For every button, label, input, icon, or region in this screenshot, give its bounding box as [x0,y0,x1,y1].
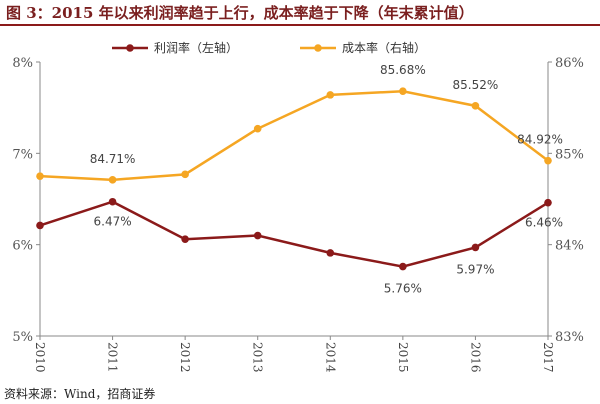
cost-rate-point [471,102,480,110]
cost-rate-line [39,89,549,182]
cost-rate-point [36,172,44,180]
profit-rate-point [36,221,44,230]
chart-data-labels: 6.47% 5.76% 5.97% 6.46% 84.71% 85.68% 85.52% 84… [90,63,563,295]
legend-cost-label: 成本率（右轴） [342,40,426,55]
left-tick-label: 7% [12,147,33,162]
x-tick-label: 2014 [323,342,337,373]
profit-rate-point [544,198,552,207]
title-divider [0,24,600,26]
profit-rate-point [253,231,262,240]
x-tick-label: 2013 [251,342,265,373]
x-tick-label: 2016 [468,342,482,373]
profit-rate-point [399,262,407,271]
cost-rate-point [399,87,407,96]
cost-rate-point [108,176,117,184]
right-tick-label: 83% [555,330,584,345]
cost-rate-point [253,124,262,133]
chart-series [36,87,552,271]
data-label: 85.68% [380,63,426,77]
cost-rate-point [181,170,189,179]
profit-rate-point [471,243,480,252]
profit-rate-point [181,235,189,243]
chart-title: 图 3：2015 年以来利润率趋于上行，成本率趋于下降（年末累计值） [6,4,474,22]
data-label: 84.71% [90,152,136,166]
right-tick-label: 84% [555,239,584,254]
right-tick-label: 85% [555,147,584,162]
x-tick-label: 2012 [178,342,192,373]
cost-rate-point [326,91,335,99]
legend-profit-marker [126,44,134,52]
left-tick-label: 8% [12,56,33,71]
profit-rate-point [326,249,335,257]
left-tick-label: 6% [12,239,33,254]
x-tick-label: 2010 [33,342,47,373]
cost-rate-point [544,156,552,165]
left-tick-label: 5% [12,330,33,345]
profit-rate-line [39,200,549,268]
chart-axes: 5% 6% 7% 8% 83% 84% 85% 86% 2010 2011 2012 2013 2014… [12,56,584,373]
x-tick-label: 2015 [396,342,410,373]
data-label: 5.76% [384,282,422,296]
x-tick-label: 2017 [541,342,555,373]
profit-rate-point [108,197,117,206]
data-label: 6.47% [94,215,132,229]
legend-cost-marker [314,44,322,52]
data-label: 84.92% [517,133,563,147]
legend-profit-label: 利润率（左轴） [154,40,238,55]
data-label: 6.46% [525,216,563,230]
data-label: 5.97% [456,262,494,276]
x-tick-label: 2011 [106,342,120,373]
source-note: 资料来源：Wind，招商证券 [4,387,156,401]
chart-legend: 利润率（左轴） 成本率（右轴） [112,40,426,55]
data-label: 85.52% [453,78,499,92]
right-tick-label: 86% [555,56,584,71]
